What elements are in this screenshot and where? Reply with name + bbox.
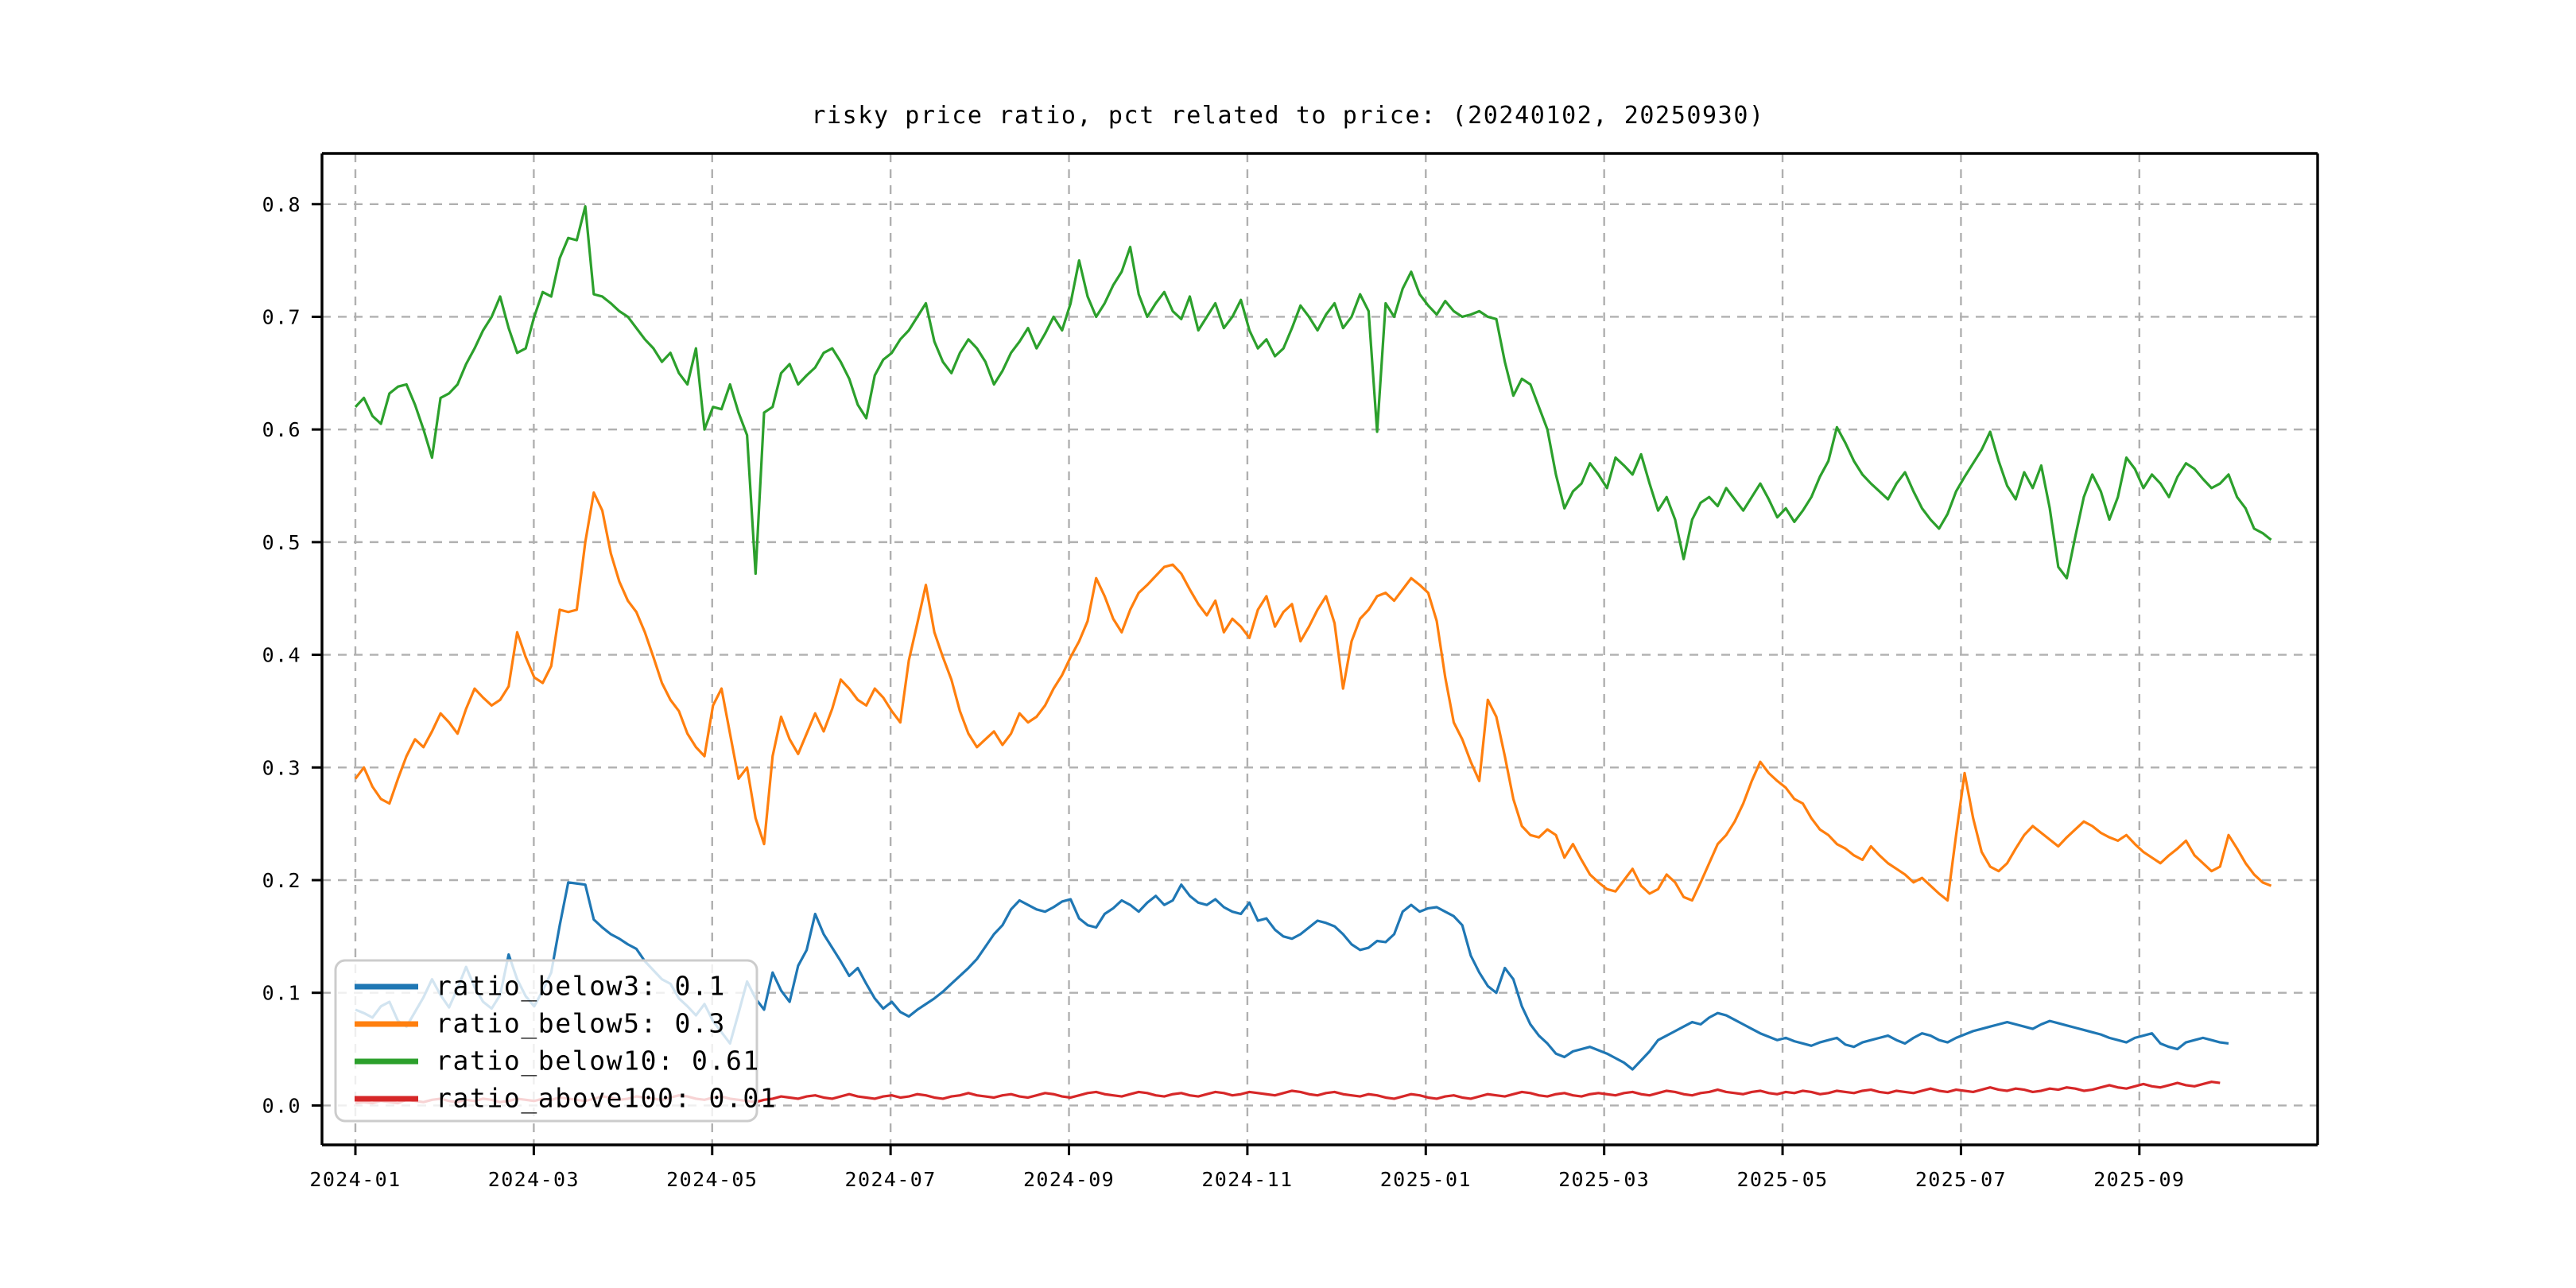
x-axis-tick-label: 2024-11 [1201, 1168, 1293, 1191]
series-line-ratio_below10 [354, 205, 2272, 580]
y-axis-tick-label: 0.5 [262, 531, 301, 554]
chart-title: risky price ratio, pct related to price:… [811, 102, 1765, 130]
y-axis-tick-label: 0.8 [262, 193, 301, 216]
legend-label-1: ratio_below5: 0.3 [436, 1008, 726, 1040]
x-axis-tick-label: 2024-03 [488, 1168, 580, 1191]
y-axis-tick-label: 0.6 [262, 418, 301, 441]
x-axis-tick-label: 2025-09 [2093, 1168, 2185, 1191]
series-line-ratio_below5 [354, 491, 2272, 902]
y-axis-tick-label: 0.1 [262, 982, 301, 1005]
x-axis-tick-label: 2025-07 [1915, 1168, 2007, 1191]
legend-label-0: ratio_below3: 0.1 [436, 971, 726, 1003]
x-axis-tick-label: 2024-09 [1023, 1168, 1115, 1191]
x-axis-tick-label: 2024-01 [309, 1168, 401, 1191]
legend-label-2: ratio_below10: 0.61 [436, 1046, 760, 1077]
y-axis-tick-label: 0.4 [262, 644, 301, 667]
x-axis-tick-label: 2024-07 [845, 1168, 937, 1191]
chart-legend[interactable]: ratio_below3: 0.1 ratio_below5: 0.3 ratio_… [334, 959, 777, 1123]
x-axis-tick-label: 2025-01 [1380, 1168, 1472, 1191]
x-axis-tick-label: 2025-05 [1736, 1168, 1828, 1191]
y-axis-tick-label: 0.3 [262, 756, 301, 779]
x-axis-tick-label: 2024-05 [666, 1168, 758, 1191]
x-axis-tick-labels: 2024-01 2024-03 2024-05 2024-07 2024-09 2024-… [309, 1168, 2185, 1191]
y-axis-tick-label: 0.0 [262, 1094, 301, 1117]
y-axis-tick-label: 0.2 [262, 869, 301, 892]
y-axis-tick-label: 0.7 [262, 305, 301, 328]
legend-box [334, 959, 758, 1123]
axes-spines [320, 152, 2319, 1146]
legend-label-3: ratio_above100: 0.01 [436, 1083, 777, 1115]
y-axis-tick-labels: 0.0 0.1 0.2 0.3 0.4 0.5 0.6 0.7 0.8 [262, 193, 301, 1118]
x-axis-tick-label: 2025-03 [1558, 1168, 1650, 1191]
